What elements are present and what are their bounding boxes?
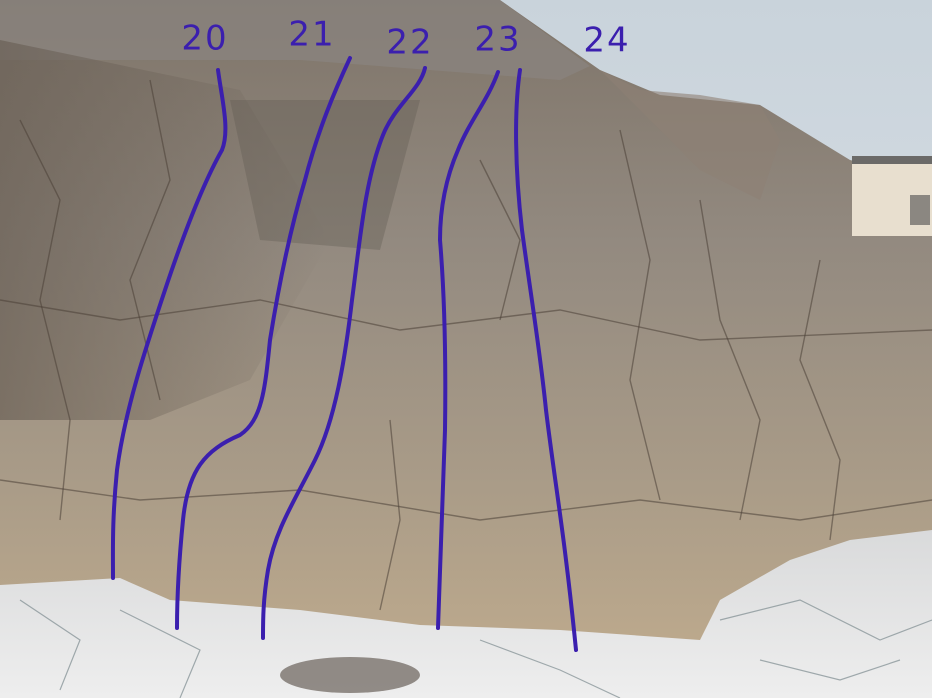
- photo: 20 21 22 23 24: [0, 0, 932, 698]
- route-label: 21: [288, 15, 335, 55]
- route-label: 20: [181, 19, 228, 59]
- route-label: 24: [583, 21, 630, 61]
- route-label: 22: [386, 23, 433, 63]
- pebbles: [280, 657, 420, 693]
- building-window: [910, 195, 930, 225]
- building-roof: [852, 156, 932, 164]
- route-label: 23: [474, 20, 521, 60]
- page: 20 21 22 23 24 (() => { const data = JSO…: [0, 0, 932, 698]
